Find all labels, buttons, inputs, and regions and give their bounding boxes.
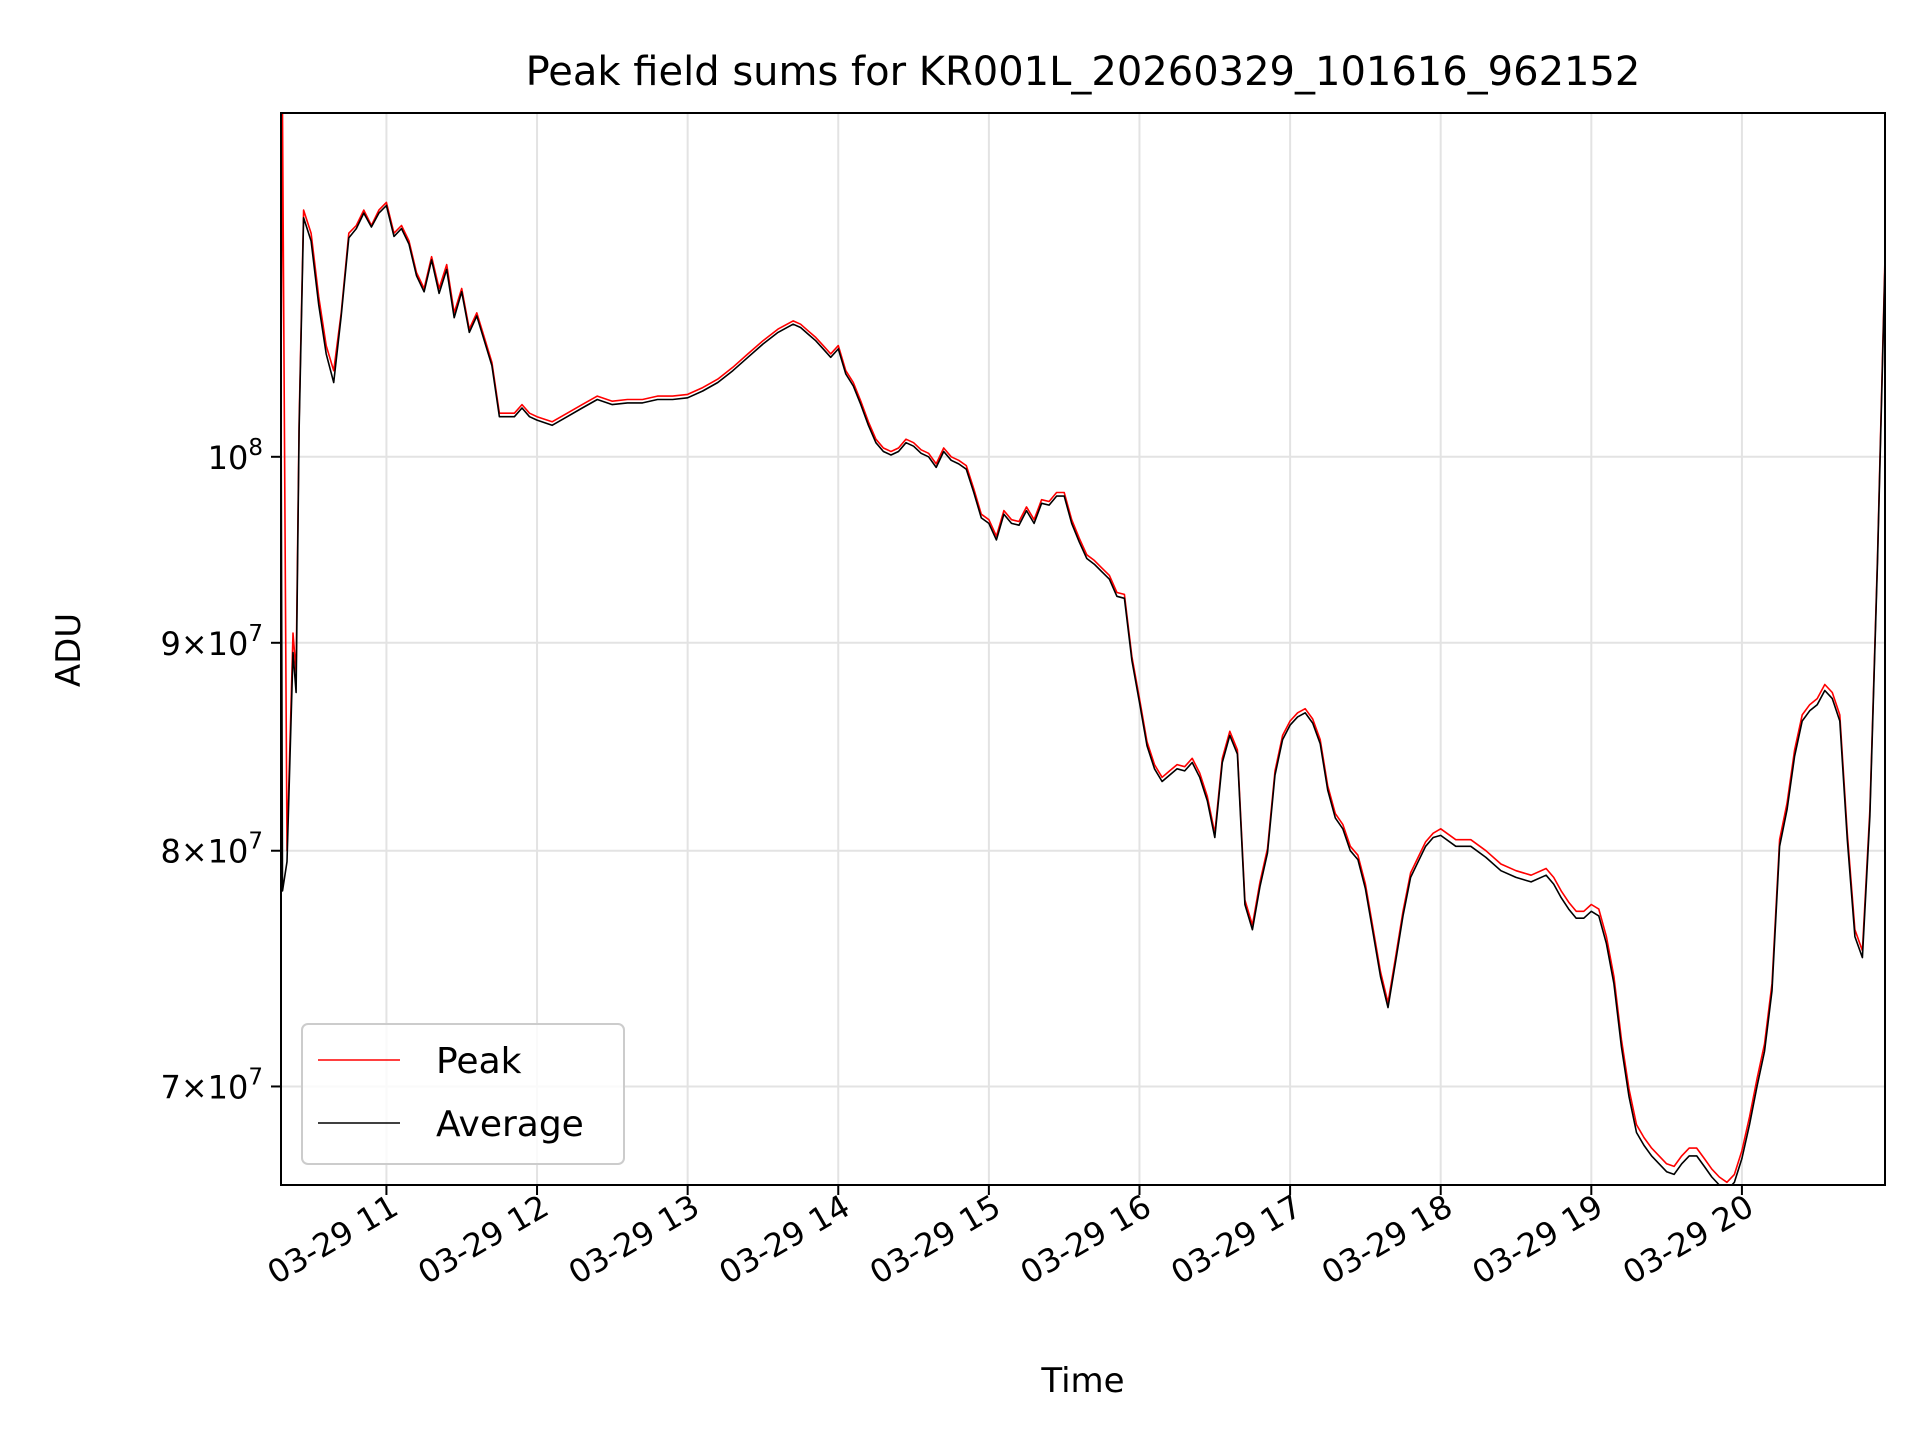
chart-title: Peak field sums for KR001L_20260329_1016… [526,49,1641,95]
legend-average-label: Average [436,1104,584,1145]
grid [281,113,1885,1185]
series-line-average [281,204,1885,1185]
legend-box [301,1023,625,1165]
y-tick-label: 108 [208,435,263,477]
y-tick-label: 9×107 [160,621,263,663]
y-axis-label: ADU [49,613,89,687]
legend: Peak Average [301,1023,625,1165]
plot-series [281,113,1885,1185]
x-axis-label: Time [1040,1361,1124,1401]
legend-peak-label: Peak [436,1041,522,1082]
y-tick-label: 7×107 [160,1064,263,1106]
y-axis-ticks: 7×107 8×107 9×107 108 [160,435,281,1106]
y-tick-label: 8×107 [160,829,263,871]
plot-frame [280,112,1886,1186]
